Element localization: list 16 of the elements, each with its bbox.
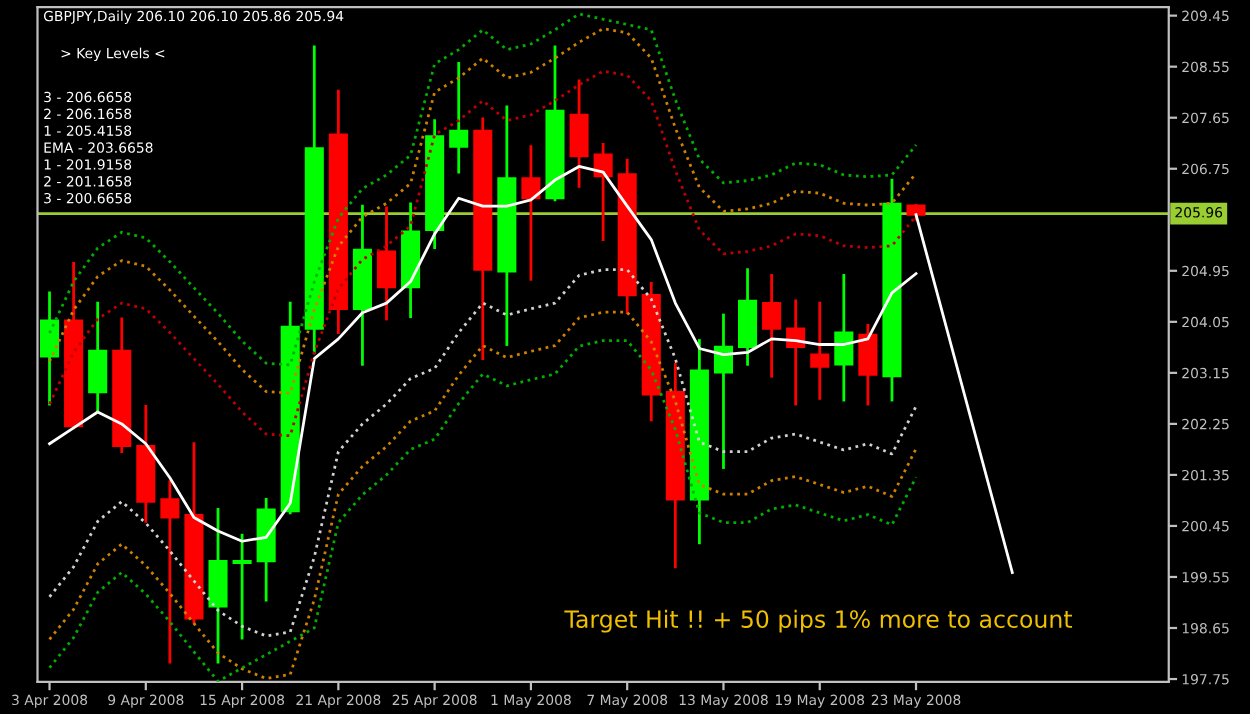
annotation: Target Hit !! + 50 pips 1% more to account: [564, 609, 1073, 633]
candlestick: [208, 508, 228, 664]
candlestick: [593, 142, 613, 241]
candlestick: [376, 206, 397, 321]
candlestick: [858, 323, 878, 406]
candlestick: [88, 301, 108, 414]
candlestick: [232, 533, 252, 640]
candlestick: [738, 268, 758, 366]
candlestick: [449, 61, 469, 174]
candlestick: [810, 301, 830, 400]
candlestick: [834, 273, 854, 402]
candlestick: [40, 291, 60, 406]
candlestick: [160, 480, 180, 664]
candlestick: [762, 273, 782, 378]
candlestick: [569, 79, 589, 188]
candlestick: [521, 145, 541, 281]
